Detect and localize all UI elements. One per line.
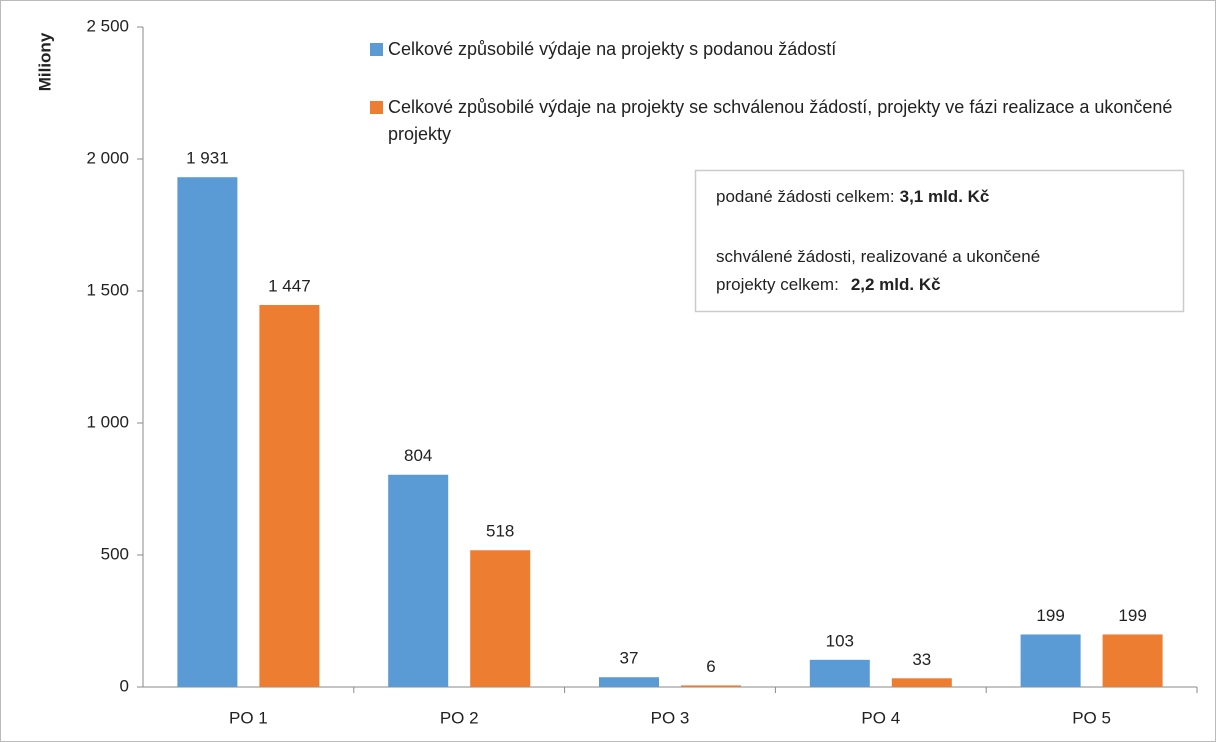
x-tick-label: PO 3 [651,708,690,727]
value-label: 199 [1118,606,1146,625]
x-tick-label: PO 2 [440,708,479,727]
value-label: 199 [1036,606,1064,625]
legend-label: Celkové způsobilé výdaje na projekty se … [388,97,1173,144]
value-label: 33 [912,650,931,669]
bar [891,678,952,687]
y-tick-label: 500 [101,544,129,563]
value-label: 37 [620,649,639,668]
value-label: 103 [826,631,854,650]
y-tick-label: 2 500 [86,16,129,35]
annotation-box [694,169,1185,313]
bar [1020,634,1081,687]
legend-item: Celkové způsobilé výdaje na projekty s p… [370,36,1210,63]
x-tick-label: PO 5 [1072,708,1111,727]
x-tick-label: PO 4 [861,708,900,727]
value-label: 1 447 [268,276,311,295]
legend-swatch [370,43,383,56]
bar [388,474,449,687]
y-tick-label: 1 500 [86,280,129,299]
y-tick-label: 2 000 [86,148,129,167]
bar [1102,634,1163,687]
bar [470,550,531,687]
legend-swatch [370,101,383,114]
bar [681,685,741,687]
bar [809,659,870,687]
annotation-line: schválené žádosti, realizované a ukončen… [716,247,1040,266]
value-label: 1 931 [186,149,229,168]
annotation-line: podané žádosti celkem: 3,1 mld. Kč [716,187,989,206]
bar [177,177,238,687]
annotation-line: projekty celkem: 2,2 mld. Kč [716,275,941,294]
y-axis-label: Miliony [35,32,54,91]
value-label: 6 [706,657,715,676]
value-label: 518 [486,522,514,541]
legend-label: Celkové způsobilé výdaje na projekty s p… [388,39,837,59]
bar [599,677,659,687]
y-tick-label: 0 [120,676,129,695]
legend-item: Celkové způsobilé výdaje na projekty se … [370,94,1210,148]
value-label: 804 [404,446,432,465]
y-tick-label: 1 000 [86,412,129,431]
bar [259,304,320,687]
x-tick-label: PO 1 [229,708,268,727]
